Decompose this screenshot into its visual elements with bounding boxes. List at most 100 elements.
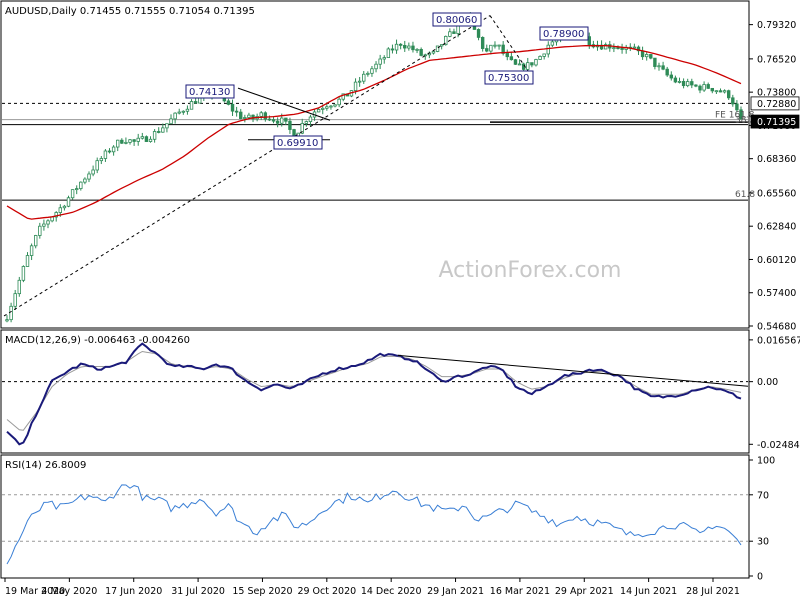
candle-body: [111, 146, 116, 153]
price-tick-label: 0.76520: [757, 54, 796, 65]
candle-body: [144, 136, 149, 142]
price-tick-label: 0.60120: [757, 255, 796, 266]
x-tick-label: 19 Mar 2020: [5, 586, 65, 597]
candle-body: [632, 46, 637, 49]
candle-body: [636, 46, 641, 52]
rsi-tick-label: 0: [757, 572, 763, 583]
candle-body: [239, 111, 243, 119]
candle-body: [374, 63, 378, 70]
candle-body: [161, 127, 165, 133]
low-label-2021-box: [484, 70, 534, 85]
high-label-2020-box: [185, 84, 235, 99]
candle-body: [620, 47, 624, 50]
current-price-marker-box: [750, 114, 800, 129]
triangle-upper-line: [237, 87, 331, 121]
candle-body: [612, 47, 616, 50]
candle-body: [34, 235, 38, 247]
price-tick-label: 0.57400: [757, 288, 796, 299]
candle-body: [169, 118, 173, 125]
candle-body: [321, 107, 325, 110]
candle-body: [140, 136, 145, 139]
candle-body: [497, 44, 501, 47]
candle-body: [480, 37, 485, 49]
candle-body: [333, 104, 337, 107]
candle-body: [83, 178, 87, 183]
high-label-2020: 0.74130: [189, 87, 230, 98]
candle-body: [316, 109, 321, 113]
candle-body: [685, 81, 690, 87]
x-tick-label: 29 Oct 2020: [297, 586, 356, 597]
candle-body: [444, 35, 448, 46]
rsi-label: RSI(14) 26.8009: [5, 460, 86, 471]
candle-body: [62, 205, 67, 209]
moving-average: [6, 45, 742, 220]
price-panel-frame: [0, 0, 750, 329]
candle-body: [337, 98, 341, 106]
candle-body: [718, 90, 723, 93]
candle-body: [193, 101, 198, 104]
candle-body: [394, 43, 399, 51]
candle-body: [234, 110, 239, 113]
candle-body: [476, 29, 481, 38]
candle-body: [665, 68, 669, 76]
candle-body: [300, 123, 304, 134]
macd-line: [6, 342, 742, 446]
candle-body: [243, 117, 247, 119]
macd-label: MACD(12,26,9) -0.006463 -0.004260: [5, 335, 190, 346]
candle-body: [177, 111, 181, 114]
candle-body: [501, 44, 505, 54]
candle-body: [29, 245, 34, 256]
fib-label-fe1618: FE 161.8: [715, 111, 755, 121]
candle-body: [739, 109, 743, 120]
candle-body: [366, 72, 370, 75]
candle-body: [95, 160, 99, 171]
candle-body: [677, 81, 682, 83]
candle-body: [325, 106, 329, 109]
candle-body: [722, 90, 727, 93]
candle-body: [54, 212, 58, 218]
candle-body: [226, 100, 231, 105]
candle-body: [136, 137, 140, 142]
candle-body: [185, 108, 190, 112]
candle-body: [726, 90, 731, 99]
rsi-panel-frame: [0, 454, 750, 579]
candle-body: [419, 48, 423, 56]
candle-body: [657, 65, 661, 68]
candle-body: [485, 48, 489, 52]
candle-body: [284, 117, 288, 122]
x-tick-label: 31 Jul 2020: [171, 586, 225, 597]
candle-body: [91, 169, 95, 175]
candle-body: [398, 43, 403, 46]
rsi-tick-label: 30: [757, 537, 769, 548]
price-tick-label: 0.73800: [757, 88, 796, 99]
candle-body: [513, 59, 518, 65]
candle-body: [25, 255, 30, 267]
chart-header: AUDUSD,Daily 0.71455 0.71555 0.71054 0.7…: [5, 6, 255, 17]
candle-body: [681, 81, 686, 87]
low-label-2020-box: [273, 135, 323, 150]
candle-body: [517, 63, 522, 66]
candle-body: [362, 73, 366, 82]
candle-body: [690, 81, 694, 86]
price-tick-label: 0.54680: [757, 322, 796, 333]
candle-body: [271, 119, 276, 122]
candle-body: [152, 131, 157, 140]
candle-body: [148, 138, 153, 142]
candle-body: [694, 84, 698, 87]
candle-body: [509, 56, 514, 61]
candle-body: [370, 68, 374, 74]
x-tick-label: 14 Dec 2020: [361, 586, 422, 597]
candle-body: [378, 58, 382, 65]
candle-body: [5, 319, 9, 322]
candle-body: [50, 216, 54, 222]
candle-body: [411, 45, 415, 51]
macd-tick-label: 0.016567: [757, 335, 800, 346]
candle-body: [542, 53, 546, 57]
candle-body: [407, 45, 411, 49]
x-tick-label: 29 Apr 2021: [555, 586, 614, 597]
candle-body: [304, 121, 309, 124]
rsi-line: [6, 484, 742, 565]
candle-body: [230, 103, 235, 112]
